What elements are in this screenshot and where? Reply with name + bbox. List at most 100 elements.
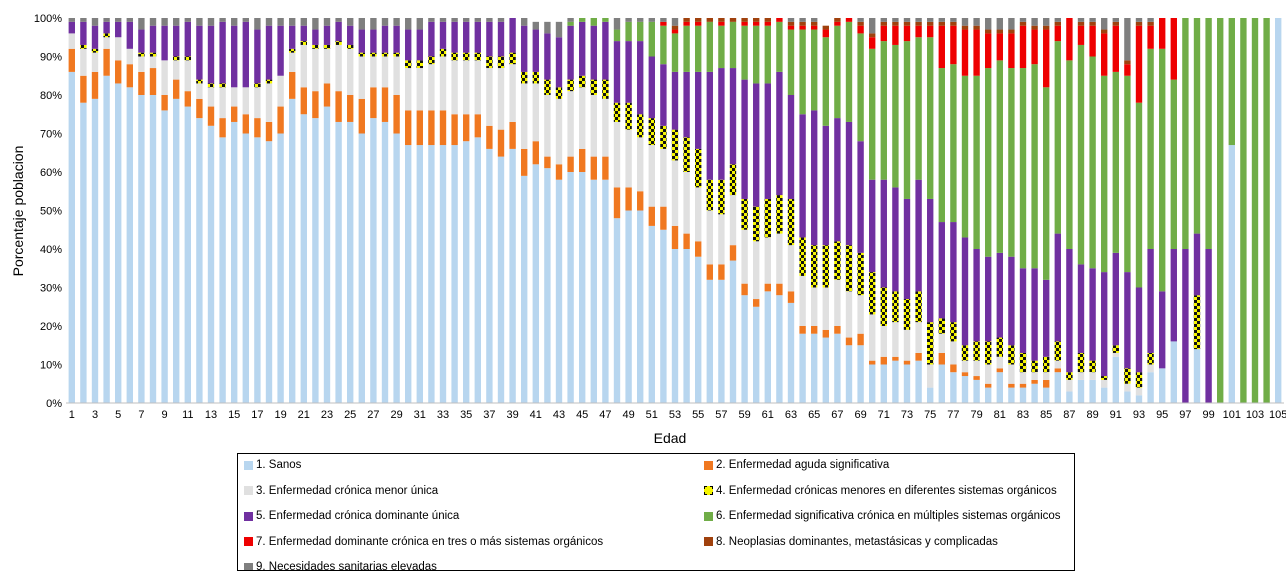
bar-segment-series-9 xyxy=(613,18,621,30)
bar-segment-series-9 xyxy=(811,18,818,22)
bar-segment-series-7 xyxy=(741,21,748,26)
legend-swatch xyxy=(244,486,253,495)
bar-segment-series-3 xyxy=(1124,383,1131,392)
bar-segment-series-4 xyxy=(695,148,702,188)
bar-segment-series-1 xyxy=(196,118,203,403)
bar-segment-series-6 xyxy=(1124,75,1131,273)
bar-segment-series-4 xyxy=(335,41,342,45)
bar-segment-series-6 xyxy=(1240,18,1247,403)
bar-segment-series-2 xyxy=(358,98,365,134)
bar-segment-series-3 xyxy=(231,87,238,107)
bar-segment-series-7 xyxy=(1043,29,1050,88)
bar-segment-series-9 xyxy=(173,18,180,26)
bar-segment-series-7 xyxy=(1170,18,1177,80)
bar-segment-series-5 xyxy=(439,21,447,49)
bar-segment-series-5 xyxy=(1054,233,1061,342)
bar-segment-series-6 xyxy=(1101,75,1108,273)
bar-segment-series-5 xyxy=(660,64,667,126)
y-tick-label: 0% xyxy=(46,398,62,410)
bar-segment-series-5 xyxy=(811,110,818,246)
bar-segment-series-4 xyxy=(91,48,99,53)
bar-segment-series-8 xyxy=(718,18,725,22)
bar-segment-series-3 xyxy=(265,83,273,122)
bar-segment-series-4 xyxy=(1077,352,1085,373)
bar-segment-series-1 xyxy=(822,337,829,403)
bar-segment-series-6 xyxy=(1089,56,1096,269)
bar-segment-series-8 xyxy=(927,21,934,26)
bar-segment-series-2 xyxy=(695,241,702,257)
y-tick-label: 50% xyxy=(40,206,62,218)
bar-segment-series-2 xyxy=(393,95,400,134)
bar-segment-series-9 xyxy=(231,18,238,26)
bar-segment-series-2 xyxy=(300,87,307,115)
bar-segment-series-1 xyxy=(1043,387,1050,403)
bar-segment-series-6 xyxy=(1112,71,1119,253)
bar-segment-series-8 xyxy=(1101,29,1108,34)
bar-segment-series-8 xyxy=(706,18,713,22)
bar-segment-series-6 xyxy=(1019,68,1027,269)
bar-segment-series-1 xyxy=(764,291,771,403)
bar-segment-series-2 xyxy=(277,106,284,134)
bar-segment-series-5 xyxy=(776,71,783,196)
bar-segment-series-5 xyxy=(1205,249,1212,403)
bar-segment-series-4 xyxy=(300,41,307,45)
bar-segment-series-1 xyxy=(903,364,911,403)
bar-segment-series-9 xyxy=(277,18,284,26)
y-tick-label: 100% xyxy=(34,13,62,25)
bar-segment-series-4 xyxy=(405,60,412,69)
x-tick-label: 105 xyxy=(1269,409,1286,421)
bar-segment-series-9 xyxy=(196,18,203,26)
bar-segment-series-2 xyxy=(207,106,215,126)
bar-segment-series-1 xyxy=(799,333,806,403)
bar-segment-series-1 xyxy=(660,229,667,403)
bar-segment-series-6 xyxy=(1066,60,1073,249)
x-tick-label: 75 xyxy=(924,409,936,421)
bar-segment-series-3 xyxy=(312,48,319,92)
bar-segment-series-3 xyxy=(509,64,516,122)
bar-segment-series-6 xyxy=(1170,79,1177,249)
bar-segment-series-6 xyxy=(915,37,922,180)
bar-segment-series-3 xyxy=(996,356,1003,369)
bar-segment-series-1 xyxy=(915,360,922,403)
bar-segment-series-2 xyxy=(265,121,273,142)
bar-segment-series-5 xyxy=(254,29,261,84)
bar-segment-series-4 xyxy=(486,56,493,69)
bar-segment-series-9 xyxy=(1112,18,1119,22)
bar-segment-series-2 xyxy=(370,87,377,119)
bar-segment-series-5 xyxy=(695,71,702,149)
bar-segment-series-1 xyxy=(880,364,887,403)
bar-segment-series-7 xyxy=(973,29,980,76)
bar-segment-series-4 xyxy=(254,83,261,88)
bar-segment-series-5 xyxy=(312,29,319,45)
bar-segment-series-4 xyxy=(532,71,539,84)
bar-segment-series-7 xyxy=(1124,64,1131,76)
bar-segment-series-5 xyxy=(405,29,412,61)
bar-segment-series-2 xyxy=(613,187,621,219)
bar-segment-series-3 xyxy=(486,68,493,126)
legend-swatch xyxy=(244,562,253,570)
bar-segment-series-4 xyxy=(1043,356,1050,373)
bar-segment-series-7 xyxy=(1159,18,1166,49)
bar-segment-series-1 xyxy=(231,121,238,403)
bar-segment-series-9 xyxy=(799,18,806,22)
x-tick-label: 1 xyxy=(69,409,75,421)
y-tick-label: 90% xyxy=(40,52,62,64)
bar-segment-series-4 xyxy=(729,164,737,196)
bar-segment-series-9 xyxy=(544,21,551,34)
bar-segment-series-1 xyxy=(439,145,447,404)
bar-segment-series-6 xyxy=(683,25,690,72)
bar-segment-series-9 xyxy=(1124,18,1131,61)
bar-segment-series-1 xyxy=(1124,391,1131,403)
bar-segment-series-4 xyxy=(439,48,447,57)
bar-segment-series-3 xyxy=(602,98,609,157)
bar-segment-series-4 xyxy=(1008,345,1015,365)
bar-segment-series-9 xyxy=(996,18,1003,30)
x-tick-label: 61 xyxy=(762,409,774,421)
bar-segment-series-3 xyxy=(149,56,157,69)
bar-segment-series-3 xyxy=(370,56,377,88)
y-tick-label: 10% xyxy=(40,360,62,372)
bar-segment-series-3 xyxy=(68,33,75,49)
bar-segment-series-3 xyxy=(555,98,563,165)
bar-segment-series-1 xyxy=(1019,387,1027,403)
bar-segment-series-1 xyxy=(149,95,157,403)
